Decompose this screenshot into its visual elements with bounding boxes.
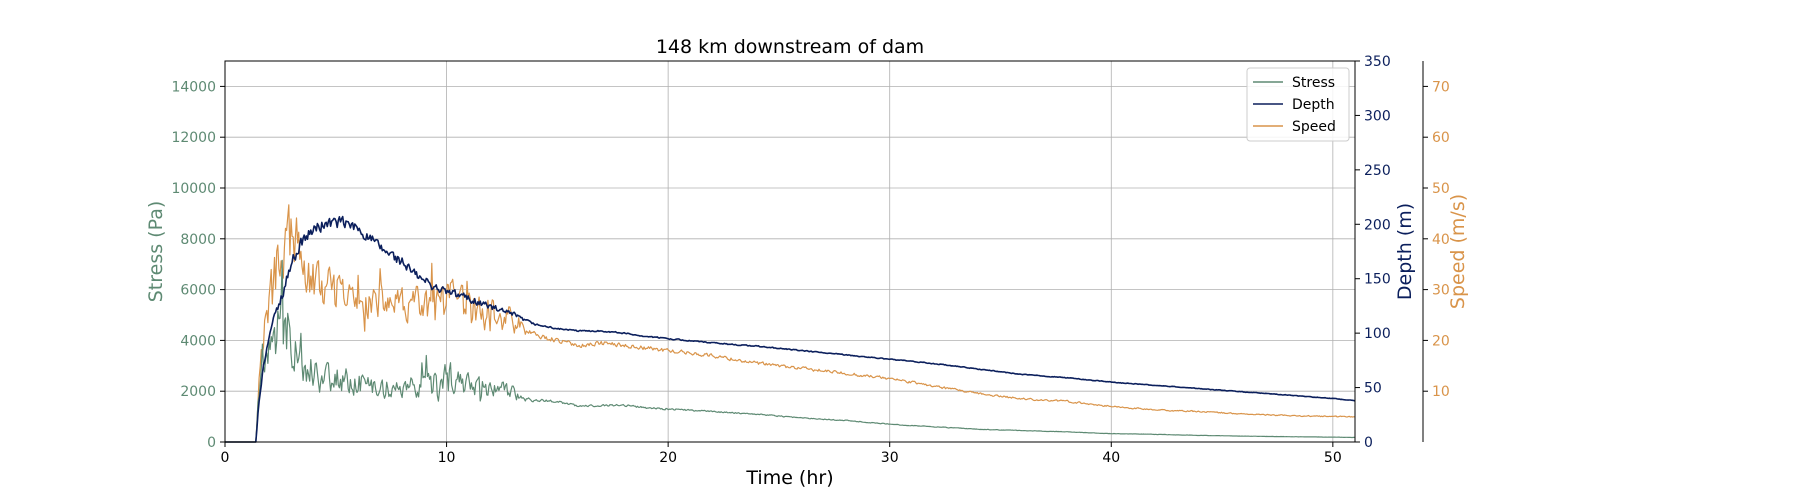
speed-tick-label: 60 [1432,130,1450,146]
speed-tick-label: 70 [1432,79,1450,95]
speed-axis-title: Speed (m/s) [1447,194,1469,309]
speed-tick-label: 30 [1432,283,1450,299]
series-line-stress [225,259,1355,443]
depth-tick-label: 350 [1364,54,1391,70]
depth-tick-label: 150 [1364,272,1391,288]
stress-axis-title: Stress (Pa) [145,201,167,303]
x-tick-label: 20 [659,450,677,466]
speed-tick-label: 50 [1432,181,1450,197]
series-line-depth [225,215,1355,443]
axes: 0 10 20 30 40 5002000400060008000100001200014… [145,54,1469,466]
x-tick-label: 10 [438,450,456,466]
stress-tick-label: 0 [207,435,216,451]
stress-tick-label: 8000 [180,232,216,248]
speed-tick-label: 10 [1432,384,1450,400]
stress-tick-label: 10000 [171,181,216,197]
x-tick-label: 0 [221,450,230,466]
depth-tick-label: 250 [1364,163,1391,179]
speed-tick-label: 40 [1432,232,1450,248]
legend: Stress Depth Speed [1246,67,1350,142]
stress-tick-label: 14000 [171,79,216,95]
speed-tick-label: 20 [1432,333,1450,349]
stress-tick-label: 12000 [171,130,216,146]
legend-box [1246,67,1350,142]
depth-axis-title: Depth (m) [1394,203,1416,300]
x-tick-label: 40 [1102,450,1120,466]
depth-tick-label: 50 [1364,381,1382,397]
grid-lines [225,61,1355,442]
depth-tick-label: 0 [1364,435,1373,451]
series-lines [225,204,1355,443]
legend-label-stress: Stress [1292,75,1335,91]
stress-tick-label: 2000 [180,384,216,400]
series-line-speed [225,204,1355,443]
stress-tick-label: 4000 [180,333,216,349]
chart-title: 148 km downstream of dam [656,36,924,58]
x-tick-label: 50 [1324,450,1342,466]
plot-frame [224,60,1356,443]
legend-label-depth: Depth [1292,97,1335,113]
stress-tick-label: 6000 [180,283,216,299]
depth-tick-label: 100 [1364,326,1391,342]
depth-tick-label: 300 [1364,108,1391,124]
legend-label-speed: Speed [1292,119,1336,135]
depth-tick-label: 200 [1364,217,1391,233]
x-axis-title: Time (hr) [745,467,833,489]
x-tick-label: 30 [881,450,899,466]
